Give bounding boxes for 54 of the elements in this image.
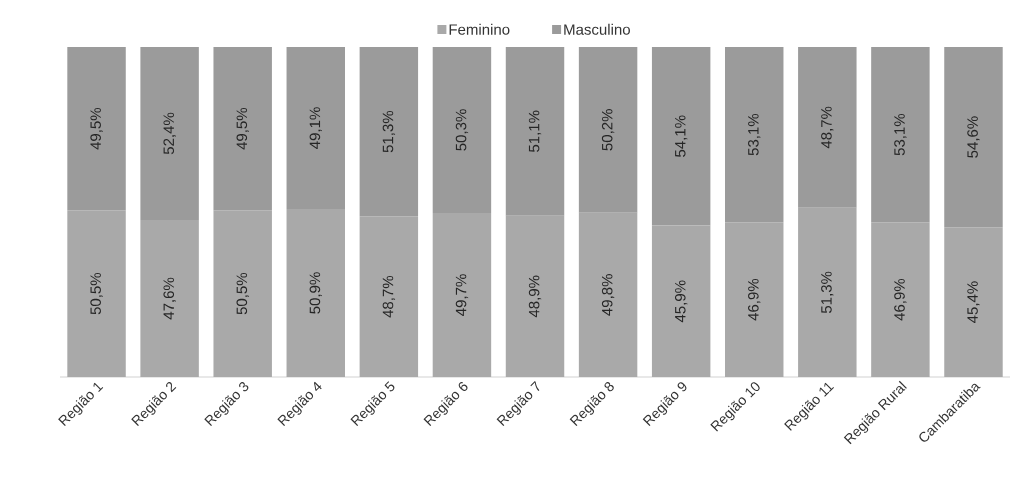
data-label: 48,7% — [821, 106, 834, 149]
bar — [432, 212, 492, 377]
bar — [286, 47, 346, 210]
bar — [944, 227, 1003, 377]
bar — [798, 207, 857, 377]
bar — [871, 222, 930, 377]
bar — [67, 210, 126, 377]
data-label: 52,4% — [163, 112, 176, 155]
legend-label: Masculino — [564, 23, 630, 35]
data-label: 46,9% — [748, 278, 761, 321]
data-label: 50,3% — [455, 109, 469, 151]
bar — [578, 212, 638, 377]
data-label: 49,1% — [309, 107, 322, 149]
bar — [359, 216, 419, 377]
bar — [432, 47, 492, 213]
data-label: 48,9% — [528, 275, 542, 318]
data-label: 50,5% — [236, 272, 249, 315]
bar — [725, 47, 784, 223]
bar — [578, 47, 638, 213]
data-label: 49,7% — [455, 274, 469, 316]
data-label: 49,5% — [90, 107, 103, 150]
bar — [140, 47, 199, 220]
bar — [651, 47, 711, 226]
bar — [725, 222, 784, 377]
data-label: 48,7% — [382, 275, 396, 318]
bar — [505, 215, 565, 377]
data-label: 50,2% — [601, 109, 615, 151]
data-label: 46,9% — [894, 278, 907, 321]
bar — [651, 225, 711, 377]
data-label: 49,5% — [236, 107, 249, 150]
data-label: 53,1% — [894, 113, 907, 156]
data-label: 47,6% — [163, 277, 176, 320]
data-label: 45,9% — [674, 280, 688, 323]
data-label: 51,1% — [528, 110, 542, 152]
data-label: 54,6% — [967, 116, 980, 158]
bar — [798, 47, 857, 208]
legend-label: Feminino — [449, 23, 510, 35]
bar — [140, 219, 199, 377]
bar — [213, 47, 272, 211]
bar — [944, 47, 1003, 228]
bar — [871, 47, 930, 223]
data-label: 54,1% — [675, 115, 688, 157]
data-label: 50,5% — [90, 272, 103, 315]
bar — [213, 210, 272, 377]
bar — [286, 209, 346, 377]
data-label: 45,4% — [967, 281, 980, 324]
bar — [505, 47, 565, 216]
data-label: 53,1% — [748, 113, 761, 156]
data-label: 51,3% — [382, 110, 396, 153]
data-label: 50,9% — [309, 272, 322, 314]
data-label: 49,8% — [601, 274, 615, 316]
bar — [67, 47, 126, 211]
bar — [359, 47, 419, 217]
data-label: 51,3% — [821, 271, 834, 314]
